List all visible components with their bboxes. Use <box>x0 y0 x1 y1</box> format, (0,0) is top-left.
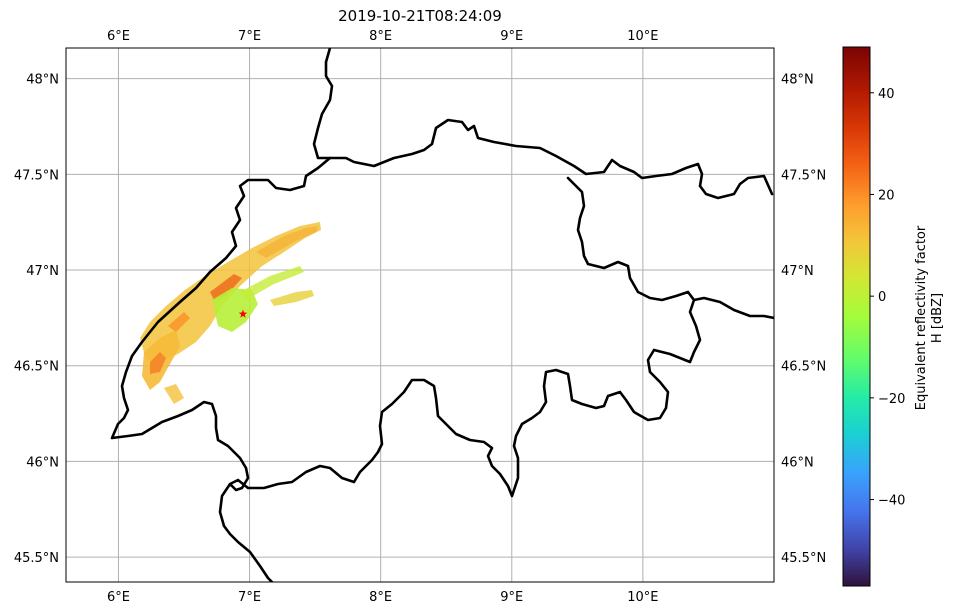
lon-tick-label-bottom: 8°E <box>369 590 392 605</box>
country-borders <box>110 48 774 582</box>
reflectivity-cell-strong-1 <box>150 352 166 374</box>
radar-site-marker <box>238 309 248 318</box>
map-frame <box>65 47 775 583</box>
lat-tick-label-left: 46.5°N <box>14 360 59 375</box>
lon-tick-label-bottom: 6°E <box>107 590 130 605</box>
reflectivity-cell-strong-3 <box>168 312 190 332</box>
lon-tick-label-top: 6°E <box>107 29 130 44</box>
colorbar-gradient <box>842 46 871 587</box>
lat-tick-label-right: 48°N <box>781 73 814 88</box>
reflectivity-field <box>140 222 321 404</box>
lon-tick-label-bottom: 10°E <box>627 590 658 605</box>
lon-tick-label-top: 8°E <box>369 29 392 44</box>
map-tick-labels: 6°E 6°E 7°E 7°E 8°E 8°E 9°E 9°E 10°E 10°E 48°N 48°N… <box>14 29 826 605</box>
colorbar-label-line1: Equivalent reflectivity factor <box>914 225 929 410</box>
lon-tick-label-top: 9°E <box>500 29 523 44</box>
reflectivity-weak-streak <box>240 266 304 300</box>
lat-tick-label-right: 45.5°N <box>781 551 826 566</box>
lat-tick-label-right: 47°N <box>781 264 814 279</box>
colorbar: 40 20 0 −20 −40 Equivalent reflectivity fact… <box>842 46 945 587</box>
lat-tick-label-left: 47.5°N <box>14 168 59 183</box>
lon-tick-label-top: 7°E <box>238 29 261 44</box>
reflectivity-cell-strong-2 <box>210 274 242 300</box>
lon-tick-label-bottom: 9°E <box>500 590 523 605</box>
reflectivity-east-streak <box>270 290 314 306</box>
star-icon <box>238 309 248 318</box>
colorbar-tick-label: 0 <box>878 290 886 305</box>
lat-tick-label-right: 46°N <box>781 455 814 470</box>
colorbar-tick-label: −40 <box>878 494 905 509</box>
lon-tick-label-bottom: 7°E <box>238 590 261 605</box>
reflectivity-southern-patch <box>164 384 184 404</box>
colorbar-label-line2: H [dBZ] <box>930 293 945 343</box>
map-title: 2019-10-21T08:24:09 <box>338 7 502 25</box>
colorbar-tick-label: −20 <box>878 392 905 407</box>
lat-tick-label-left: 45.5°N <box>14 551 59 566</box>
swiss-border <box>110 118 774 582</box>
northern-border <box>312 48 334 160</box>
lat-tick-label-left: 46°N <box>26 455 59 470</box>
colorbar-tick-label: 20 <box>878 188 895 203</box>
eastern-border <box>692 296 774 320</box>
lon-tick-label-top: 10°E <box>627 29 658 44</box>
map-axes <box>65 47 775 583</box>
lat-tick-label-right: 47.5°N <box>781 168 826 183</box>
colorbar-ticks: 40 20 0 −20 −40 <box>870 87 905 509</box>
colorbar-tick-label: 40 <box>878 87 895 102</box>
reflectivity-north-streak <box>256 226 318 258</box>
lat-tick-label-left: 47°N <box>26 264 59 279</box>
lat-tick-label-left: 48°N <box>26 73 59 88</box>
lat-tick-label-right: 46.5°N <box>781 360 826 375</box>
